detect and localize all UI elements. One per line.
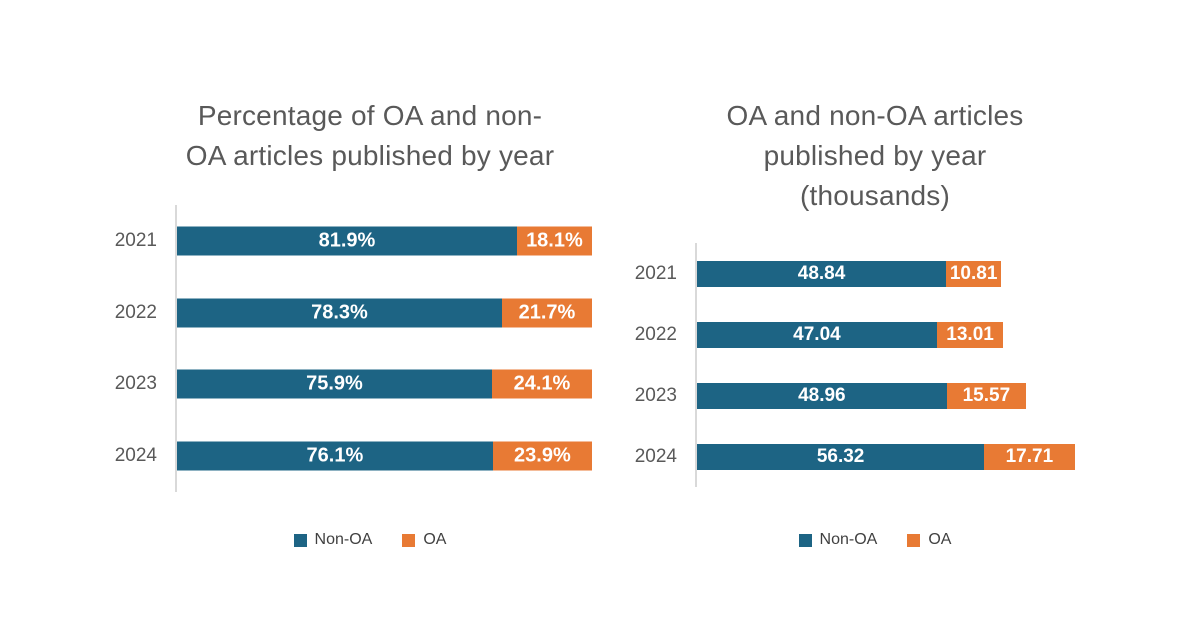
bar-row: 2023 48.96 15.57	[635, 365, 1105, 426]
category-label: 2024	[634, 445, 677, 467]
legend-label: OA	[928, 531, 952, 548]
value-label: 75.9%	[306, 372, 363, 395]
bar-row: 2022 78.3% 21.7%	[115, 277, 592, 349]
category-label: 2023	[114, 373, 157, 395]
category-label: 2021	[634, 262, 677, 284]
value-label: 21.7%	[518, 301, 576, 324]
category-label: 2022	[114, 301, 157, 323]
bar-row: 2024 56.32 17.71	[635, 426, 1105, 487]
bar-segment-non-oa: 48.96	[697, 382, 947, 409]
value-label: 81.9%	[318, 229, 376, 252]
bar-segment-oa: 17.71	[984, 443, 1075, 470]
bar-segment-non-oa: 56.32	[697, 443, 985, 470]
value-label: 76.1%	[306, 444, 364, 467]
category-label: 2024	[114, 445, 157, 467]
value-label: 23.9%	[514, 444, 571, 467]
bar-segment-oa: 13.01	[936, 321, 1004, 348]
stacked-bar: 75.9% 24.1%	[177, 369, 592, 399]
bar-segment-non-oa: 48.84	[697, 260, 947, 287]
category-label: 2023	[634, 384, 677, 406]
bar-segment-oa: 21.7%	[501, 298, 592, 328]
legend-label: OA	[423, 531, 447, 548]
bar-segment-oa: 24.1%	[491, 369, 592, 399]
value-label: 47.04	[793, 323, 841, 345]
legend: Non-OA OA	[655, 531, 1095, 549]
legend-item-oa: OA	[402, 531, 446, 549]
legend-label: Non-OA	[819, 531, 878, 548]
category-label: 2021	[114, 229, 157, 251]
legend-swatch-non-oa	[798, 533, 812, 547]
chart-title-line: (thousands)	[799, 180, 951, 211]
stacked-bar: 78.3% 21.7%	[177, 298, 592, 328]
bar-row: 2021 81.9% 18.1%	[115, 205, 592, 277]
bar-segment-non-oa: 75.9%	[177, 369, 492, 399]
stacked-bar: 56.32 17.71	[697, 443, 1105, 470]
bar-segment-non-oa: 47.04	[697, 321, 937, 348]
chart-title-line: published by year	[763, 140, 987, 171]
plot-area: 2021 81.9% 18.1% 2022 78.3% 21.7% 2023 75.9% 24.…	[115, 205, 592, 492]
value-label: 56.32	[816, 445, 865, 467]
value-label: 13.01	[946, 323, 994, 345]
value-label: 78.3%	[311, 301, 368, 324]
value-label: 48.84	[797, 262, 846, 284]
chart-title-line: Percentage of OA and non-	[197, 100, 543, 131]
legend-swatch-oa	[907, 533, 921, 547]
bar-segment-oa: 18.1%	[516, 226, 592, 256]
bar-row: 2022 47.04 13.01	[635, 304, 1105, 365]
legend: Non-OA OA	[130, 531, 610, 549]
legend-item-non-oa: Non-OA	[798, 531, 878, 549]
bar-row: 2023 75.9% 24.1%	[115, 349, 592, 421]
chart-title: OA and non-OA articles published by year (…	[655, 96, 1095, 216]
stacked-bar: 76.1% 23.9%	[177, 441, 592, 471]
stacked-bar: 81.9% 18.1%	[177, 226, 592, 256]
value-label: 18.1%	[526, 229, 583, 252]
value-label: 24.1%	[513, 372, 571, 395]
bar-segment-non-oa: 81.9%	[177, 226, 517, 256]
category-label: 2022	[634, 323, 677, 345]
bar-segment-non-oa: 78.3%	[177, 298, 502, 328]
legend-swatch-non-oa	[293, 533, 307, 547]
value-label: 10.81	[949, 262, 998, 284]
chart-title-line: OA and non-OA articles	[726, 100, 1024, 131]
chart-title: Percentage of OA and non- OA articles pub…	[130, 96, 610, 176]
legend-swatch-oa	[402, 533, 416, 547]
stacked-bar: 48.96 15.57	[697, 382, 1105, 409]
bar-row: 2024 76.1% 23.9%	[115, 420, 592, 492]
legend-label: Non-OA	[314, 531, 373, 548]
value-label: 48.96	[798, 384, 846, 406]
bar-segment-oa: 15.57	[946, 382, 1027, 409]
legend-item-non-oa: Non-OA	[293, 531, 373, 549]
stacked-bar: 48.84 10.81	[697, 260, 1105, 287]
legend-item-oa: OA	[907, 531, 951, 549]
bar-segment-oa: 23.9%	[492, 441, 592, 471]
value-label: 15.57	[962, 384, 1011, 406]
chart-title-line: OA articles published by year	[185, 140, 555, 171]
bar-segment-non-oa: 76.1%	[177, 441, 493, 471]
value-label: 17.71	[1005, 445, 1054, 467]
bar-segment-oa: 10.81	[946, 260, 1002, 287]
plot-area: 2021 48.84 10.81 2022 47.04 13.01 2023 48.96 15.…	[635, 243, 1105, 487]
stacked-bar: 47.04 13.01	[697, 321, 1105, 348]
bar-row: 2021 48.84 10.81	[635, 243, 1105, 304]
